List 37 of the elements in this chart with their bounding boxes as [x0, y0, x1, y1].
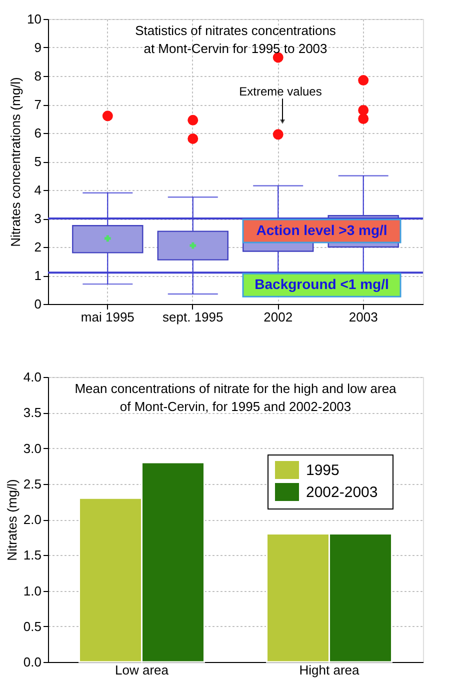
y-tick-label: 4.0 — [23, 370, 42, 384]
x-tick-label: sept. 1995 — [162, 310, 224, 324]
x-tick-label: mai 1995 — [80, 310, 134, 324]
y-tick-label: 0.5 — [23, 618, 42, 634]
y-tick-label: 3.0 — [23, 440, 42, 456]
y-tick-label: 3 — [34, 211, 42, 226]
text: Mean concentrations of nitrate for the high and low area — [74, 381, 396, 396]
y-tick-label: 10 — [27, 12, 42, 26]
y-tick-label: 5 — [34, 154, 42, 169]
x-tick-label: Hight area — [299, 662, 360, 678]
y-tick-label: 0.0 — [23, 654, 42, 670]
y-tick-label: 9 — [34, 40, 42, 55]
text: at Mont-Cervin for 1995 to 2003 — [144, 41, 328, 56]
y-tick-label: 1 — [34, 268, 42, 283]
legend-label: 1995 — [306, 462, 340, 479]
y-tick-label: 4 — [34, 182, 42, 198]
y-tick-label: 0 — [34, 296, 42, 312]
x-tick-label: Low area — [115, 662, 170, 678]
y-tick-label: 8 — [34, 68, 42, 84]
ref-line-label: Action level >3 mg/l — [256, 222, 388, 238]
y-tick-label: 2 — [34, 240, 42, 254]
y-tick-label: 7 — [34, 97, 42, 112]
y-tick-label: 6 — [34, 126, 42, 140]
y-tick-label: 2.0 — [23, 512, 42, 527]
y-tick-label: 1.0 — [23, 583, 42, 598]
y-tick-label: 3.5 — [23, 405, 42, 420]
x-tick-label: 2003 — [348, 310, 378, 324]
ref-line-label: Background <1 mg/l — [254, 276, 389, 292]
text: Statistics of nitrates concentrations — [135, 23, 336, 38]
y-tick-label: 2.5 — [23, 476, 42, 492]
y-axis-title: Nitrates concentrations (mg/l) — [8, 77, 24, 247]
y-axis-title: Nitrates (mg/l) — [4, 479, 20, 561]
y-tick-label: 1.5 — [23, 548, 42, 563]
text: of Mont-Cervin, for 1995 and 2002-2003 — [120, 399, 352, 414]
legend-label: 2002-2003 — [306, 484, 378, 501]
annotation: Extreme values — [239, 84, 322, 99]
x-tick-label: 2002 — [264, 310, 293, 324]
